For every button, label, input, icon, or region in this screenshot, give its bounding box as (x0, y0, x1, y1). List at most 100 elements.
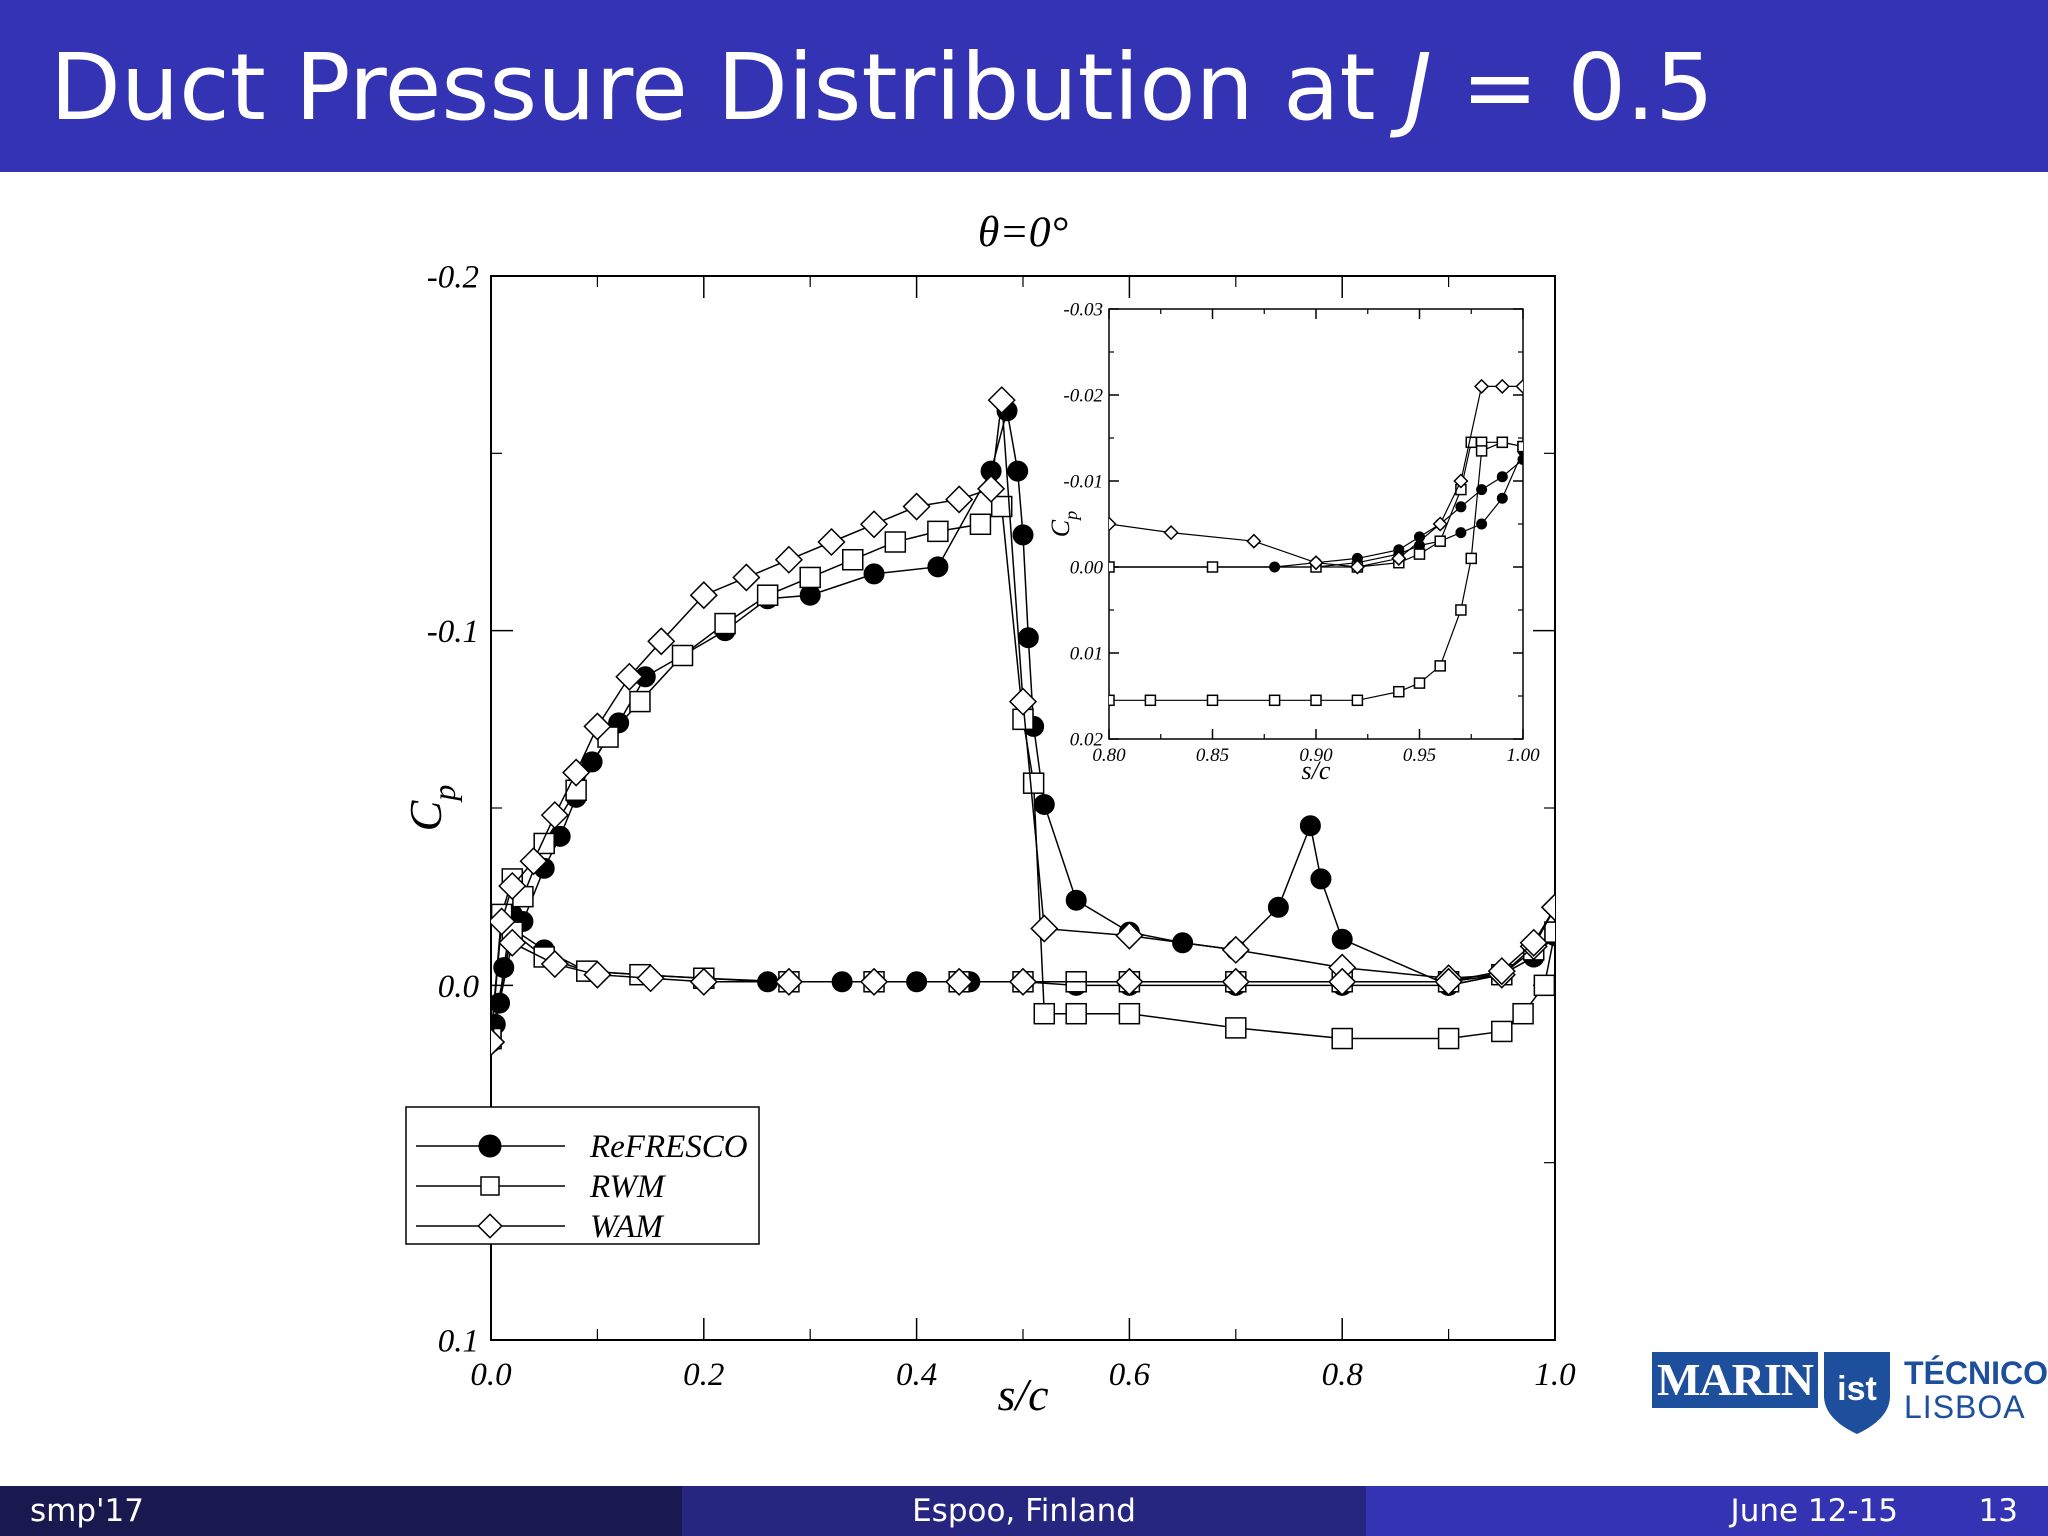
main-data-point (863, 563, 885, 585)
inset-data-point (1496, 492, 1508, 504)
main-data-point (689, 967, 718, 996)
main-data-point (1065, 1002, 1087, 1025)
main-x-axis-label: s/c (997, 1369, 1048, 1420)
main-data-point (1267, 896, 1289, 918)
main-data-point (927, 520, 949, 543)
main-data-point (756, 584, 779, 606)
main-data-point (945, 967, 974, 996)
inset-plot: 0.80 0.85 0.90 0.95 1.00 -0.03 -0.02 -0.01 0.00 0… (1046, 300, 1540, 785)
main-data-point (647, 627, 676, 656)
main-data-point (671, 644, 694, 667)
main-data-point (540, 801, 569, 830)
main-data-point (1434, 967, 1463, 996)
footer-center: Espoo, Finland (682, 1486, 1366, 1536)
main-data-point (774, 545, 803, 574)
inset-data-point (1109, 561, 1115, 573)
main-xtick-label: 0.0 (470, 1357, 512, 1393)
inset-data-point (1109, 694, 1115, 707)
inset-data-point (1432, 516, 1448, 532)
main-data-point (1328, 967, 1357, 996)
main-ytick-label: 0.1 (438, 1324, 479, 1360)
inset-ytick-label: -0.03 (1063, 300, 1103, 321)
inset-data-point (1515, 378, 1523, 394)
inset-ytick-label: -0.02 (1063, 386, 1103, 407)
main-data-point (583, 960, 612, 989)
main-data-point (842, 548, 864, 571)
main-xtick-label: 0.4 (896, 1357, 937, 1393)
inset-data-point (1517, 454, 1523, 465)
main-data-point (1115, 921, 1144, 950)
inset-data-point (1476, 518, 1488, 530)
inset-data-point (1434, 660, 1446, 672)
inset-data-point (1476, 484, 1488, 496)
inset-data-point (1434, 535, 1446, 547)
main-xtick-label: 1.0 (1534, 1357, 1576, 1393)
main-data-point (1008, 687, 1038, 716)
main-data-point (1299, 815, 1321, 837)
inset-data-point (1453, 473, 1469, 489)
inset-data-point (1163, 525, 1179, 541)
main-data-point (1331, 928, 1353, 950)
main-data-point (859, 510, 889, 539)
legend-label: ReFRESCO (589, 1129, 748, 1165)
main-data-point (562, 758, 591, 787)
main-data-point (1033, 793, 1055, 815)
tecnico-shield-icon: ist (1824, 1352, 1890, 1434)
inset-data-point (1391, 550, 1407, 566)
main-data-point (540, 949, 569, 979)
legend-label: WAM (590, 1209, 664, 1245)
lisboa-logo-text: LISBOA (1904, 1389, 2026, 1425)
main-data-point (1331, 1027, 1353, 1050)
main-data-point (1012, 524, 1034, 546)
main-ytick-label: -0.1 (427, 614, 479, 650)
inset-frame (1108, 308, 1524, 740)
main-data-point (1221, 935, 1250, 964)
main-data-point (732, 563, 761, 592)
main-data-point (583, 712, 612, 741)
main-ytick-label: 0.0 (438, 969, 480, 1005)
main-data-point (1491, 1020, 1513, 1043)
main-data-point (491, 907, 516, 936)
main-data-point (1225, 1017, 1247, 1039)
inset-xtick-label: 0.90 (1299, 745, 1333, 766)
inset-series-group (1109, 378, 1523, 707)
title-var: J (1404, 34, 1432, 141)
tecnico-logo-text: TÉCNICO (1904, 1355, 2048, 1391)
inset-data-point (1496, 471, 1508, 483)
main-data-point (990, 495, 1013, 518)
legend-box (405, 1106, 760, 1245)
main-data-point (1008, 967, 1038, 996)
inset-data-point (1455, 527, 1467, 539)
main-data-point (817, 527, 846, 557)
main-data-point (1533, 974, 1555, 997)
main-data-point (799, 566, 821, 589)
inset-data-point (1308, 555, 1324, 571)
inset-data-point (1206, 561, 1219, 573)
inset-ytick-label: -0.01 (1063, 472, 1103, 493)
cp-distribution-chart: 0.0 0.2 0.4 0.6 0.8 1.0-0.2-0.10.00.1s/cCpθ=0… (400, 208, 1576, 1420)
main-xtick-label: 0.6 (1109, 1357, 1151, 1393)
main-data-point (927, 556, 949, 578)
main-data-point (689, 581, 718, 610)
inset-data-point (1310, 694, 1322, 707)
main-data-point (1115, 967, 1144, 996)
inset-data-point (1475, 445, 1488, 457)
footer-date: June 12-15 (1730, 1493, 1898, 1529)
inset-data-point (1496, 436, 1509, 449)
main-data-point (1030, 914, 1059, 943)
marin-logo: MARIN (1652, 1352, 1818, 1408)
inset-xtick-label: 1.00 (1506, 745, 1540, 766)
main-data-point (581, 751, 603, 773)
main-data-point (1033, 1002, 1056, 1025)
inset-data-point (1465, 436, 1477, 449)
main-series-group (491, 386, 1555, 1057)
main-data-point (859, 967, 889, 996)
main-data-point (714, 612, 736, 635)
slide-title: Duct Pressure Distribution at J = 0.5 (50, 42, 1714, 134)
inset-xtick-label: 0.85 (1196, 745, 1229, 766)
legend-label: RWM (589, 1169, 666, 1205)
inset-data-point (1465, 552, 1477, 565)
main-data-point (1022, 772, 1045, 794)
main-data-point (1519, 928, 1548, 957)
main-data-point (1512, 1002, 1534, 1025)
